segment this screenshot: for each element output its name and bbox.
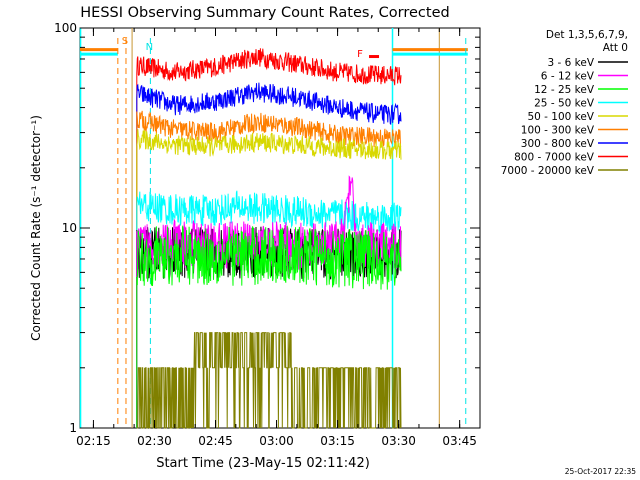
x-tick-label: 02:30 bbox=[137, 434, 172, 448]
marker-label: S bbox=[122, 36, 128, 47]
legend-label: 100 - 300 keV bbox=[521, 125, 595, 137]
legend-label: 50 - 100 keV bbox=[527, 111, 594, 123]
series-line bbox=[136, 129, 402, 428]
x-tick-label: 03:00 bbox=[259, 434, 294, 448]
legend-label: 12 - 25 keV bbox=[534, 84, 595, 96]
marker-label: N bbox=[146, 42, 153, 53]
legend-header-line1: Det 1,3,5,6,7,9, bbox=[546, 29, 628, 41]
series-line bbox=[136, 110, 402, 428]
series-line bbox=[136, 175, 402, 428]
y-tick-label: 10 bbox=[62, 221, 77, 235]
series-line bbox=[136, 48, 402, 428]
series-line bbox=[136, 332, 402, 429]
legend-label: 25 - 50 keV bbox=[534, 98, 595, 110]
legend-label: 7000 - 20000 keV bbox=[501, 165, 595, 177]
series-line bbox=[136, 190, 402, 428]
y-tick-label: 1 bbox=[69, 421, 77, 435]
legend-label: 3 - 6 keV bbox=[547, 57, 594, 69]
timestamp: 25-Oct-2017 22:35 bbox=[565, 467, 636, 476]
x-tick-label: 03:15 bbox=[320, 434, 355, 448]
series-line bbox=[136, 225, 402, 428]
axes: 02:15 02:30 02:45 03:00 03:15 03:30 03:45 1 10 10… bbox=[54, 21, 481, 448]
legend-header-line2: Att 0 bbox=[603, 42, 628, 54]
x-tick-label: 03:30 bbox=[381, 434, 416, 448]
x-tick-label: 02:45 bbox=[198, 434, 233, 448]
plot-area: S N F bbox=[79, 28, 468, 429]
x-tick-label: 03:45 bbox=[442, 434, 477, 448]
y-axis-label: Corrected Count Rate (s⁻¹ detector⁻¹) bbox=[29, 115, 43, 341]
chart-title: HESSI Observing Summary Count Rates, Cor… bbox=[80, 5, 449, 21]
y-tick-label: 100 bbox=[54, 21, 77, 35]
x-tick-label: 02:15 bbox=[76, 434, 111, 448]
legend-label: 800 - 7000 keV bbox=[514, 152, 595, 164]
series-line bbox=[136, 82, 402, 428]
legend-label: 300 - 800 keV bbox=[521, 138, 595, 150]
legend-label: 6 - 12 keV bbox=[541, 71, 595, 83]
legend: Det 1,3,5,6,7,9, Att 0 3 - 6 keV 6 - 12 k… bbox=[501, 29, 628, 177]
x-axis-label: Start Time (23-May-15 02:11:42) bbox=[156, 456, 370, 471]
marker-label: F bbox=[357, 49, 363, 60]
